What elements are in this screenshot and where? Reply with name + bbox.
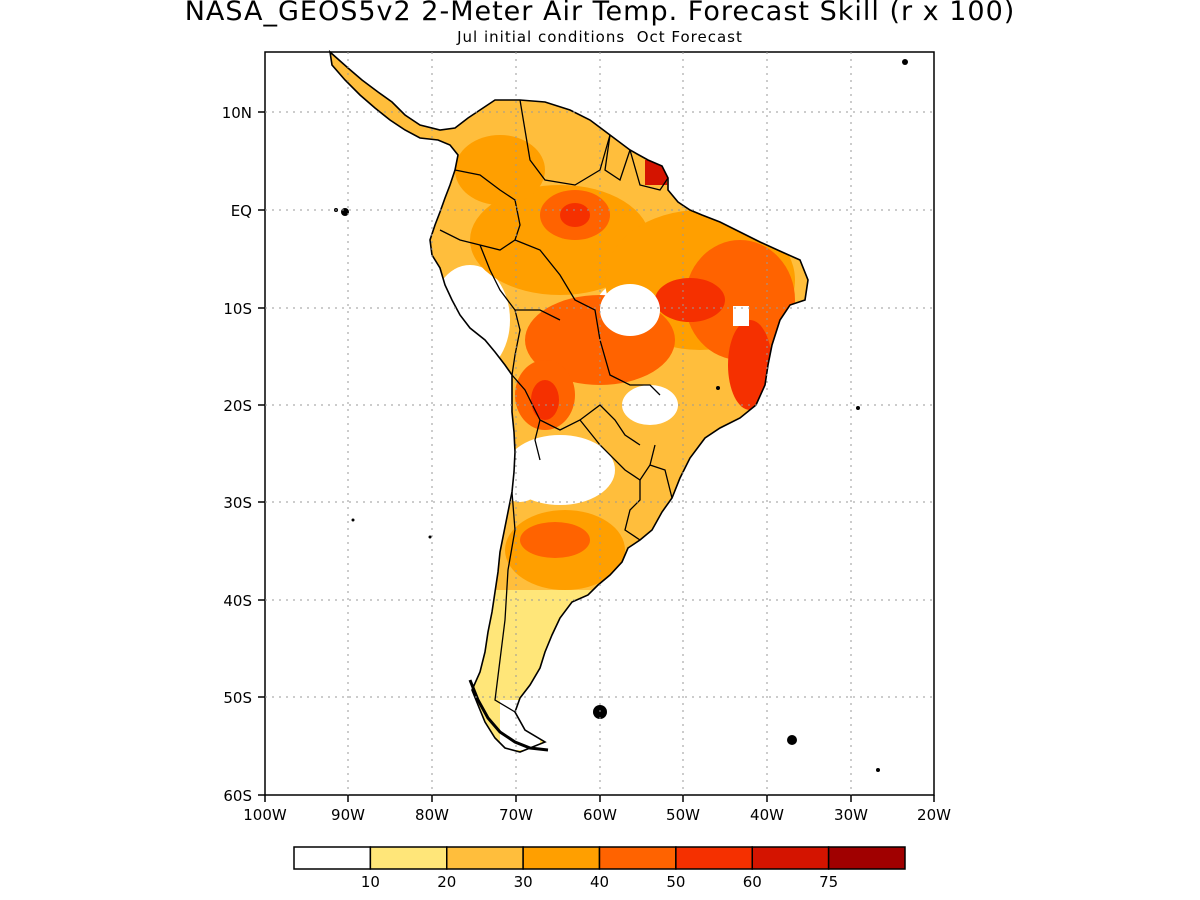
colorbar-label: 40 bbox=[590, 873, 609, 891]
coastline bbox=[328, 49, 809, 753]
lat-label: 10S bbox=[223, 300, 252, 318]
lat-label: 10N bbox=[222, 104, 252, 122]
lat-label: 30S bbox=[223, 494, 252, 512]
lon-labels: 100W 90W 80W 70W 60W 50W 40W 30W 20W bbox=[243, 806, 951, 824]
lat-label: 60S bbox=[223, 787, 252, 805]
colorbar-label: 30 bbox=[514, 873, 533, 891]
colorbar-swatch bbox=[751, 846, 830, 870]
lat-label: 40S bbox=[223, 592, 252, 610]
country-borders bbox=[439, 99, 673, 713]
colorbar-swatch bbox=[446, 846, 524, 870]
grid-lines bbox=[265, 52, 934, 795]
lon-label: 50W bbox=[666, 806, 700, 824]
map-subtitle: Jul initial conditions Oct Forecast bbox=[457, 28, 743, 46]
colorbar-swatch bbox=[522, 846, 601, 870]
colorbar-swatch bbox=[293, 846, 372, 870]
colorbar-swatch bbox=[827, 846, 906, 870]
colorbar: 10 20 30 40 50 60 75 bbox=[293, 846, 906, 891]
lat-label: 20S bbox=[223, 397, 252, 415]
colorbar-label: 75 bbox=[819, 873, 838, 891]
axis-ticks bbox=[258, 111, 935, 802]
map-title: NASA_GEOS5v2 2-Meter Air Temp. Forecast … bbox=[184, 0, 1016, 27]
lat-label: EQ bbox=[231, 202, 252, 220]
colorbar-label: 20 bbox=[437, 873, 456, 891]
colorbar-label: 60 bbox=[743, 873, 762, 891]
lon-label: 20W bbox=[917, 806, 951, 824]
colorbar-swatch bbox=[675, 846, 753, 870]
colorbar-label: 50 bbox=[666, 873, 685, 891]
lon-label: 90W bbox=[331, 806, 365, 824]
lon-label: 100W bbox=[243, 806, 287, 824]
lon-label: 60W bbox=[583, 806, 617, 824]
lon-label: 30W bbox=[834, 806, 868, 824]
lon-label: 40W bbox=[750, 806, 784, 824]
colorbar-swatch bbox=[598, 846, 677, 870]
lon-label: 70W bbox=[499, 806, 533, 824]
colorbar-swatch bbox=[369, 846, 448, 870]
tierra-del-fuego bbox=[468, 679, 549, 752]
lat-label: 50S bbox=[223, 689, 252, 707]
lat-labels: 10N EQ 10S 20S 30S 40S 50S 60S bbox=[222, 104, 252, 805]
lon-label: 80W bbox=[415, 806, 449, 824]
colorbar-label: 10 bbox=[361, 873, 380, 891]
